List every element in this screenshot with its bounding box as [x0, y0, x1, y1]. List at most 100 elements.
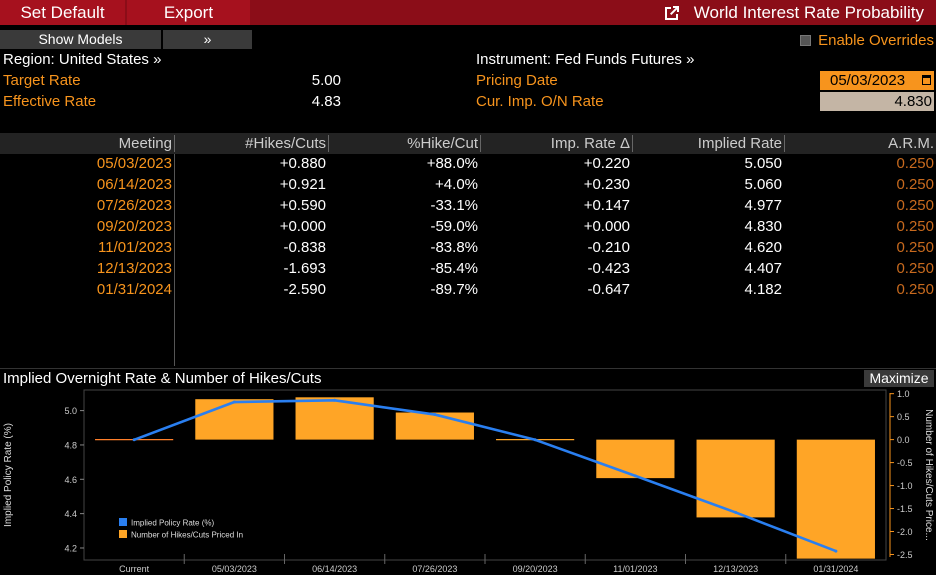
legend [113, 514, 273, 542]
y-tick-label: 5.0 [64, 406, 77, 416]
effective-rate-value: 4.83 [311, 93, 341, 110]
cell-hikes-cuts: +0.880 [279, 155, 326, 172]
effective-rate-label: Effective Rate [3, 93, 97, 110]
x-tick-label: 06/14/2023 [312, 564, 357, 574]
implied-rate-line[interactable] [133, 399, 837, 553]
y2-tick-label: -2.0 [897, 527, 913, 537]
maximize-button[interactable]: Maximize [864, 370, 934, 387]
enable-overrides-checkbox[interactable]: Enable Overrides [800, 31, 934, 49]
x-tick-label: Current [119, 564, 150, 574]
cell-pct-hike-cut: -83.8% [430, 239, 478, 256]
implied-rate-point[interactable] [834, 549, 838, 553]
implied-rate-point[interactable] [232, 400, 236, 404]
legend-label-rate: Implied Policy Rate (%) [131, 519, 214, 528]
cell-imp-rate-delta: +0.147 [583, 197, 630, 214]
y2-tick-label: -0.5 [897, 458, 913, 468]
implied-rate-point[interactable] [633, 474, 637, 478]
cell-meeting: 01/31/2024 [96, 281, 172, 298]
cell-pct-hike-cut: -89.7% [430, 281, 478, 298]
hikes-bar[interactable] [195, 399, 274, 440]
cell-hikes-cuts: +0.590 [279, 197, 326, 214]
legend-label-hikes: Number of Hikes/Cuts Priced In [131, 531, 243, 540]
hikes-bar[interactable] [395, 412, 474, 440]
checkbox-icon[interactable] [800, 34, 812, 46]
cell-imp-rate-delta: -0.647 [587, 281, 630, 298]
cell-arm: 0.250 [896, 260, 934, 277]
external-link-icon[interactable] [662, 3, 682, 23]
cell-arm: 0.250 [896, 176, 934, 193]
y-tick-label: 4.4 [64, 509, 77, 519]
cell-hikes-cuts: -2.590 [283, 281, 326, 298]
calendar-icon[interactable] [922, 75, 931, 85]
set-default-button[interactable]: Set Default [0, 0, 125, 25]
cell-arm: 0.250 [896, 155, 934, 172]
y-tick-label: 4.6 [64, 475, 77, 485]
window-title: World Interest Rate Probability [662, 0, 924, 25]
cell-hikes-cuts: +0.921 [279, 176, 326, 193]
col-arm[interactable]: A.R.M. [888, 135, 934, 152]
cell-implied-rate: 4.977 [744, 197, 782, 214]
implied-rate-point[interactable] [533, 438, 537, 442]
export-button[interactable]: Export [127, 0, 250, 25]
pricing-date-value: 05/03/2023 [830, 72, 906, 89]
x-tick-label: 09/20/2023 [513, 564, 558, 574]
cell-imp-rate-delta: +0.000 [583, 218, 630, 235]
chart-area: 4.2 4.4 4.6 4.8 5.0 1.0 0.5 0.0 -0.5 -1.0 -1.5 -2.0… [3, 389, 934, 574]
region-selector[interactable]: Region: United States » [3, 51, 162, 68]
target-rate-value: 5.00 [311, 72, 341, 89]
top-toolbar: Set Default Export World Interest Rate P… [0, 0, 936, 25]
enable-overrides-label: Enable Overrides [818, 31, 934, 49]
cur-imp-rate-input[interactable]: 4.830 [820, 92, 934, 111]
cur-imp-rate-label: Cur. Imp. O/N Rate [476, 93, 604, 110]
table-row[interactable]: 01/31/2024 -2.590 -89.7% -0.647 4.182 0.250 [0, 279, 936, 300]
cell-meeting: 09/20/2023 [96, 218, 172, 235]
implied-rate-point[interactable] [333, 398, 337, 402]
col-hikes-cuts[interactable]: #Hikes/Cuts [245, 135, 326, 152]
hikes-bar[interactable] [696, 439, 775, 518]
y2-tick-label: -1.0 [897, 481, 913, 491]
cell-imp-rate-delta: -0.423 [587, 260, 630, 277]
more-button[interactable]: » [163, 30, 252, 49]
x-tick-label: 01/31/2024 [813, 564, 858, 574]
y2-tick-label: 1.0 [897, 389, 910, 399]
cell-meeting: 12/13/2023 [96, 260, 172, 277]
col-implied-rate[interactable]: Implied Rate [697, 135, 782, 152]
legend-swatch-rate [119, 518, 127, 526]
cell-implied-rate: 4.182 [744, 281, 782, 298]
table-row[interactable]: 11/01/2023 -0.838 -83.8% -0.210 4.620 0.250 [0, 237, 936, 258]
y-axis-label: Implied Policy Rate (%) [3, 423, 14, 527]
table-row[interactable]: 09/20/2023 +0.000 -59.0% +0.000 4.830 0.250 [0, 216, 936, 237]
y-tick-label: 4.8 [64, 440, 77, 450]
legend-swatch-hikes [119, 530, 127, 538]
hikes-bar[interactable] [796, 439, 875, 559]
cell-arm: 0.250 [896, 281, 934, 298]
pricing-date-input[interactable]: 05/03/2023 [820, 71, 934, 90]
hikes-bar[interactable] [596, 439, 675, 479]
chart-title: Implied Overnight Rate & Number of Hikes… [3, 370, 322, 387]
cell-hikes-cuts: +0.000 [279, 218, 326, 235]
cell-meeting: 05/03/2023 [96, 155, 172, 172]
instrument-selector[interactable]: Instrument: Fed Funds Futures » [476, 51, 695, 68]
y2-axis-label: Number of Hikes/Cuts Price... [923, 409, 934, 541]
col-pct-hike-cut[interactable]: %Hike/Cut [407, 135, 478, 152]
table-row[interactable]: 07/26/2023 +0.590 -33.1% +0.147 4.977 0.250 [0, 195, 936, 216]
cell-arm: 0.250 [896, 218, 934, 235]
implied-rate-point[interactable] [734, 510, 738, 514]
meetings-table: Meeting #Hikes/Cuts %Hike/Cut Imp. Rate … [0, 133, 936, 366]
cell-meeting: 11/01/2023 [98, 239, 172, 256]
cell-pct-hike-cut: +88.0% [426, 155, 478, 172]
cell-arm: 0.250 [896, 239, 934, 256]
col-imp-rate-delta[interactable]: Imp. Rate Δ [550, 135, 630, 152]
table-row[interactable]: 06/14/2023 +0.921 +4.0% +0.230 5.060 0.250 [0, 174, 936, 195]
cell-imp-rate-delta: -0.210 [587, 239, 630, 256]
show-models-button[interactable]: Show Models [0, 30, 161, 49]
cell-pct-hike-cut: +4.0% [435, 176, 478, 193]
col-meeting[interactable]: Meeting [118, 135, 172, 152]
chart-header: Implied Overnight Rate & Number of Hikes… [0, 368, 936, 388]
x-tick-label: 05/03/2023 [212, 564, 257, 574]
implied-rate-point[interactable] [132, 438, 136, 442]
implied-rate-point[interactable] [433, 413, 437, 417]
cell-imp-rate-delta: +0.230 [583, 176, 630, 193]
table-row[interactable]: 05/03/2023 +0.880 +88.0% +0.220 5.050 0.250 [0, 153, 936, 174]
table-row[interactable]: 12/13/2023 -1.693 -85.4% -0.423 4.407 0.250 [0, 258, 936, 279]
